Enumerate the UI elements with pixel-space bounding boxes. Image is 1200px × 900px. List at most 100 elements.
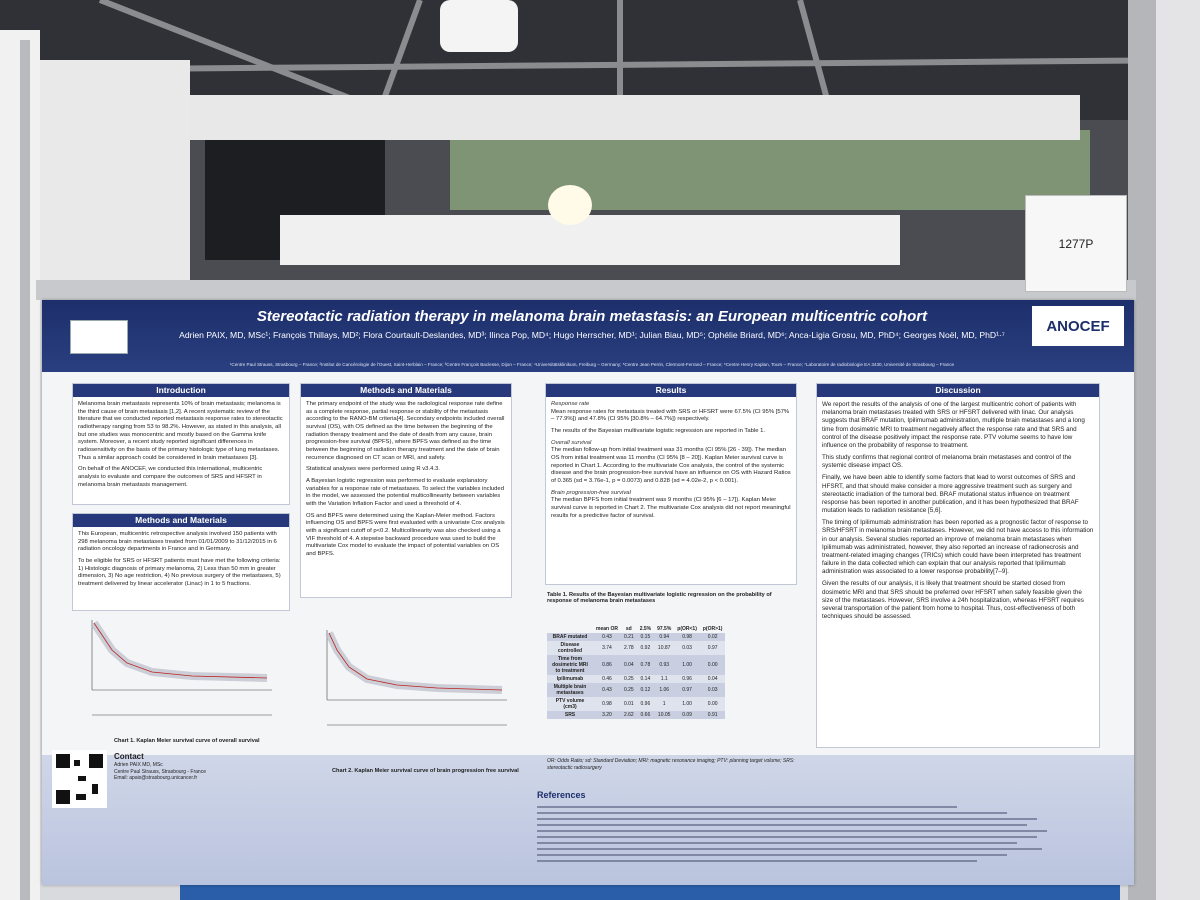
paragraph: This study confirms that regional contro… — [822, 454, 1072, 470]
references-heading: References — [537, 790, 586, 800]
paragraph: OS and BPFS were determined using the Ka… — [306, 512, 505, 558]
paragraph: Given the results of our analysis, it is… — [822, 580, 1084, 621]
trusses — [0, 0, 1200, 113]
table-cell: 3.74 — [593, 641, 621, 655]
authors: Adrien PAIX, MD, MSc¹; François Thillays… — [179, 330, 1005, 340]
row-label: BRAF mutated — [547, 633, 593, 641]
table-cell: 0.43 — [593, 683, 621, 697]
qr-code — [52, 750, 107, 808]
table-cell: 0.21 — [620, 633, 637, 641]
window-trees — [450, 130, 1090, 210]
column-header: 2.5% — [639, 626, 652, 632]
table-caption: Table 1. Results of the Bayesian multiva… — [547, 592, 772, 604]
results-table: mean OR sd 2.5% 97.5% p(OR<1) p(OR>1) BRAF mut… — [547, 625, 726, 719]
table-cell: 0.66 — [636, 711, 655, 719]
poster: Stereotactic radiation therapy in melano… — [42, 300, 1134, 885]
table-cell: 0.03 — [674, 641, 700, 655]
paragraph: To be eligible for SRS or HFSRT patients… — [78, 558, 281, 588]
table-cell: 0.00 — [699, 697, 726, 711]
lamp — [440, 0, 518, 52]
table-cell: 1.00 — [674, 655, 700, 675]
table-cell: 1.06 — [654, 683, 675, 697]
table-cell: 0.98 — [674, 633, 700, 641]
poster-frame — [36, 280, 1136, 300]
top-beam — [180, 95, 1080, 140]
table-cell: 0.02 — [699, 633, 726, 641]
table-cell: 0.86 — [593, 655, 621, 675]
institution-logo — [70, 320, 128, 354]
methods: Methods and Materials The primary endpoi… — [300, 383, 512, 598]
spotlight — [548, 185, 592, 225]
chart-caption: Chart 2. Kaplan Meier survival curve of … — [332, 768, 519, 774]
row-label: PTV volume (cm3) — [547, 697, 593, 711]
table-cell: 0.25 — [620, 675, 637, 683]
column-header: 97.5% — [657, 626, 672, 632]
row-label: Ipilimumab — [547, 675, 593, 683]
table-cell: 2.78 — [620, 641, 637, 655]
table-cell: 0.12 — [636, 683, 655, 697]
section-heading: Results — [546, 384, 796, 398]
section-heading: Methods and Materials — [301, 384, 511, 398]
column-header: p(OR>1) — [702, 626, 723, 632]
table-note: OR: Odds Ratio; sd: Standard Deviation; … — [547, 758, 795, 771]
subheading: Overall survival — [551, 439, 592, 446]
table-cell: 0.00 — [699, 655, 726, 675]
contact: Contact Adrien PAIX MD, MSc Centre Paul … — [114, 752, 234, 782]
right-panel — [1156, 0, 1200, 900]
section-heading: Introduction — [73, 384, 289, 398]
table-wrap: mean OR sd 2.5% 97.5% p(OR<1) p(OR>1) BRAF mut… — [547, 625, 787, 719]
paragraph: The timing of Ipilimumab administration … — [822, 519, 1094, 576]
table-row: Disease controlled 3.74 2.78 0.92 10.87 0.03 0… — [547, 641, 726, 655]
row-label: Disease controlled — [547, 641, 593, 655]
table-cell: 10.87 — [654, 641, 675, 655]
subheading: Brain progression-free survival — [551, 489, 631, 496]
paragraph: We report the results of the analysis of… — [822, 401, 1085, 449]
table-header-row: mean OR sd 2.5% 97.5% p(OR<1) p(OR>1) — [547, 625, 725, 633]
table-cell: 0.96 — [674, 675, 700, 683]
row-label: Multiple brain metastases — [547, 683, 593, 697]
table-cell: 0.25 — [620, 683, 637, 697]
introduction: Introduction Melanoma brain metastasis r… — [72, 383, 290, 505]
contact-heading: Contact — [114, 752, 144, 761]
table-cell: 0.92 — [636, 641, 655, 655]
table-cell: 0.98 — [593, 697, 621, 711]
table-cell: 0.04 — [699, 675, 726, 683]
affiliations: ¹Centre Paul Strauss, Strasbourg – Franc… — [229, 362, 955, 367]
paragraph: Melanoma brain metastasis represents 10%… — [78, 401, 283, 461]
table-corner — [547, 625, 593, 633]
table-row: Time from dosimetric MRI to treatment 0.8… — [547, 655, 726, 675]
footer-band — [42, 755, 1134, 885]
section-heading: Discussion — [817, 384, 1099, 398]
left-wall — [40, 60, 190, 300]
table-cell: 1 — [654, 697, 675, 711]
back-wall — [280, 215, 900, 265]
table-cell: 0.78 — [636, 655, 655, 675]
table-cell: 0.01 — [620, 697, 637, 711]
methods-left: Methods and Materials This European, mul… — [72, 513, 290, 611]
table-cell: 0.97 — [674, 683, 700, 697]
column-header: sd — [625, 626, 632, 632]
contact-line: Adrien PAIX MD, MSc — [114, 762, 163, 769]
paragraph: On behalf of the ANOCEF, we conducted th… — [78, 466, 263, 488]
table-cell: 2.62 — [620, 711, 637, 719]
column-header: p(OR<1) — [677, 626, 697, 632]
paragraph: The primary endpoint of the study was th… — [306, 401, 505, 461]
paragraph: The results of the Bayesian multivariate… — [551, 428, 766, 435]
paragraph: This European, multicentric retrospectiv… — [78, 531, 277, 553]
discussion: Discussion We report the results of the … — [816, 383, 1100, 748]
table-row: Multiple brain metastases 0.43 0.25 0.12 1.0… — [547, 683, 726, 697]
contact-line: Email: apaix@strasbourg.unicancer.fr — [114, 775, 198, 782]
table-cell: 0.97 — [699, 641, 726, 655]
table-cell: 0.03 — [699, 683, 726, 697]
table-cell: 0.46 — [593, 675, 621, 683]
banner: Stereotactic radiation therapy in melano… — [42, 300, 1134, 372]
chart-2-image — [325, 630, 507, 726]
paragraph: The median BPFS from initial treatment w… — [551, 497, 791, 519]
table-cell: 10.05 — [654, 711, 675, 719]
chart-1-image — [90, 620, 272, 716]
table-row: Ipilimumab 0.46 0.25 0.14 1.1 0.96 0.04 — [547, 675, 726, 683]
anocef-logo: ANOCEF — [1032, 306, 1124, 346]
paragraph: A Bayesian logistic regression was perfo… — [306, 478, 504, 508]
